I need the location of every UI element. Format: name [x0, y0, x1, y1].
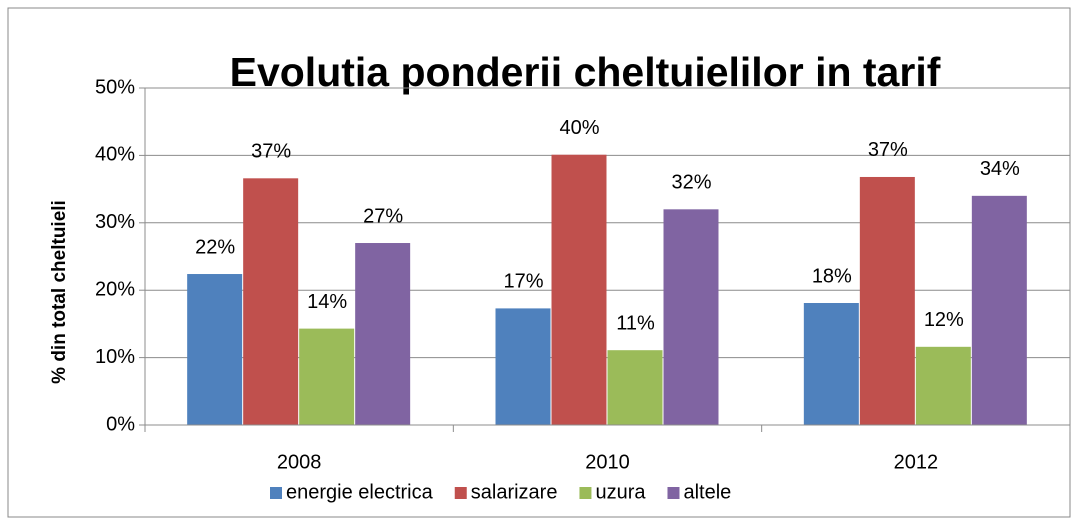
bar [355, 243, 411, 425]
chart-title: Evolutia ponderii cheltuielilor in tarif [230, 49, 941, 95]
legend-label: altele [683, 481, 731, 503]
x-tick-label: 2010 [585, 451, 630, 473]
legend-label: uzura [595, 481, 646, 503]
y-axis-label: % din total cheltuieli [49, 200, 70, 384]
value-label: 17% [503, 271, 543, 293]
legend-swatch [270, 487, 282, 499]
y-tick-label: 0% [106, 413, 135, 435]
y-tick-label: 40% [95, 144, 135, 166]
bar [663, 209, 719, 425]
x-tick-label: 2012 [894, 451, 939, 473]
value-label: 37% [868, 139, 908, 161]
value-label: 12% [924, 309, 964, 331]
legend-label: salarizare [471, 481, 558, 503]
bar [495, 308, 551, 425]
value-label: 34% [980, 158, 1020, 180]
value-label: 27% [363, 205, 403, 227]
value-label: 14% [307, 291, 347, 313]
bar [607, 350, 663, 425]
legend-swatch [579, 487, 592, 499]
legend-swatch [454, 487, 467, 499]
bar [915, 346, 971, 425]
value-label: 22% [195, 236, 235, 258]
x-tick-label: 2008 [277, 451, 322, 473]
bar [803, 303, 859, 425]
value-label: 18% [812, 265, 852, 287]
y-tick-label: 10% [95, 346, 135, 368]
value-label: 11% [616, 312, 655, 334]
value-label: 32% [671, 172, 711, 194]
legend-label: energie electrica [286, 481, 434, 503]
bar [859, 176, 915, 425]
y-tick-label: 20% [95, 278, 135, 300]
bar [299, 328, 355, 425]
bar [243, 178, 299, 425]
bar [187, 274, 243, 425]
value-label: 40% [559, 117, 599, 139]
value-label: 37% [251, 141, 291, 163]
y-tick-label: 50% [95, 76, 135, 98]
y-tick-label: 30% [95, 211, 135, 233]
legend-swatch [667, 487, 680, 499]
bar [551, 154, 607, 425]
bar [971, 195, 1027, 425]
